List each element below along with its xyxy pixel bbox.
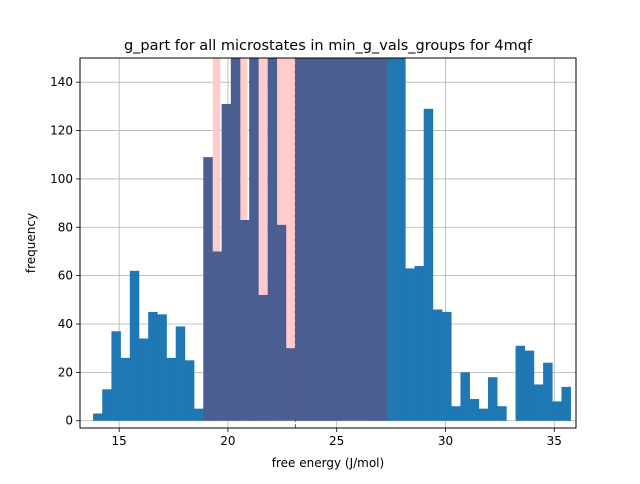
highlight-bar <box>258 58 268 421</box>
histogram-bar <box>267 58 278 421</box>
histogram-bar <box>166 357 177 421</box>
x-tick-label: 20 <box>220 434 235 448</box>
x-tick-label: 35 <box>547 434 562 448</box>
histogram-bar <box>515 345 526 421</box>
histogram-bar <box>304 58 314 421</box>
histogram-bar <box>432 309 443 421</box>
histogram-bar <box>285 348 296 421</box>
histogram-bar <box>460 372 470 421</box>
histogram-bar <box>93 413 103 421</box>
y-tick-label: 100 <box>50 172 73 186</box>
histogram-bar <box>469 398 480 421</box>
histogram-bar <box>414 265 425 421</box>
histogram-bar <box>451 406 461 421</box>
histogram-bar <box>157 314 167 421</box>
x-tick-label: 30 <box>438 434 453 448</box>
histogram-bar <box>350 58 360 421</box>
histogram-bar <box>552 401 562 421</box>
histogram-bar <box>175 326 186 421</box>
histogram-bar <box>258 294 268 421</box>
bars-layer <box>93 58 571 421</box>
histogram-bar <box>203 157 213 421</box>
histogram-bar <box>368 58 379 421</box>
y-tick-label: 0 <box>65 414 73 428</box>
histogram-bar <box>561 386 571 421</box>
histogram-bar <box>377 58 388 421</box>
x-tick-label: 25 <box>329 434 344 448</box>
ticks-layer: 15 20 25 30 35 0 20 40 60 80 100 120 140 <box>50 75 562 448</box>
histogram-bar <box>533 384 544 421</box>
histogram-bar <box>543 362 553 421</box>
histogram-bar <box>111 331 121 421</box>
x-axis-label: free energy (J/mol) <box>272 456 384 470</box>
histogram-bar <box>249 58 259 421</box>
histogram-bar <box>405 268 415 421</box>
highlight-bar <box>212 58 221 421</box>
histogram-bar <box>148 311 158 421</box>
plot-frame <box>79 57 577 429</box>
histogram-bar <box>120 357 131 421</box>
histogram-bar <box>487 377 498 421</box>
histogram-bar <box>442 311 452 421</box>
histogram-bar <box>221 103 232 421</box>
histogram-bar <box>212 251 222 421</box>
histogram-bar <box>184 360 195 421</box>
histogram-bar <box>478 408 489 421</box>
chart-title: g_part for all microstates in min_g_vals… <box>124 38 533 54</box>
histogram-bar <box>331 58 342 421</box>
histogram-bar <box>295 58 305 421</box>
y-tick-label: 80 <box>58 220 73 234</box>
y-tick-label: 40 <box>58 317 73 331</box>
y-axis-label: frequency <box>24 213 38 273</box>
histogram-bar <box>524 350 535 421</box>
histogram-bar <box>359 58 369 421</box>
histogram-bar <box>423 108 434 421</box>
histogram-bar <box>313 58 323 421</box>
histogram-bar <box>138 338 149 421</box>
histogram-bar <box>396 58 406 421</box>
histogram-bar <box>102 389 112 421</box>
histogram-bar <box>322 58 333 421</box>
histogram-bar <box>194 408 204 421</box>
y-tick-label: 120 <box>50 124 73 138</box>
y-tick-label: 60 <box>58 269 73 283</box>
histogram-bar <box>240 220 250 421</box>
y-tick-label: 20 <box>58 365 73 379</box>
x-tick-label: 15 <box>112 434 127 448</box>
y-tick-label: 140 <box>50 75 73 89</box>
histogram-bar <box>129 270 140 421</box>
histogram-bar <box>497 406 507 421</box>
histogram-bar <box>386 58 397 421</box>
highlight-bar <box>284 58 296 421</box>
histogram-bar <box>230 58 241 421</box>
histogram-bar <box>276 224 287 421</box>
histogram-bar <box>341 58 351 421</box>
